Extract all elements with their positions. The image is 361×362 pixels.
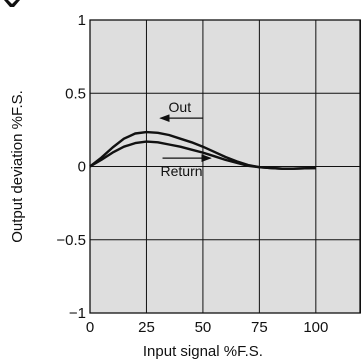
- annotation-label-out: Out: [169, 99, 192, 115]
- y-tick-label: 1: [78, 12, 86, 29]
- y-tick-labels: −1 −0.5 0 0.5 1: [56, 12, 86, 322]
- cropped-title-glyph: [4, 0, 20, 7]
- y-tick-label: 0.5: [65, 85, 86, 102]
- plot-frame: [89, 19, 361, 314]
- x-tick-label: 50: [195, 319, 212, 336]
- y-tick-label: −1: [69, 305, 86, 322]
- x-tick-label: 100: [303, 319, 328, 336]
- y-tick-label: −0.5: [56, 232, 86, 249]
- series-line-return: [89, 140, 316, 170]
- x-tick-labels: 0 25 50 75 100: [86, 319, 329, 336]
- y-axis-label: Output deviation %F.S.: [9, 90, 26, 243]
- x-tick-label: 0: [86, 319, 94, 336]
- x-tick-label: 25: [138, 319, 155, 336]
- x-tick-label: 75: [251, 319, 268, 336]
- series-group: [89, 130, 316, 170]
- x-axis-label: Input signal %F.S.: [143, 343, 263, 360]
- y-tick-label: 0: [78, 159, 86, 176]
- top-cut-figure-title: [0, 0, 361, 7]
- annotations: Out Return: [159, 99, 212, 179]
- annotation-label-return: Return: [161, 163, 203, 179]
